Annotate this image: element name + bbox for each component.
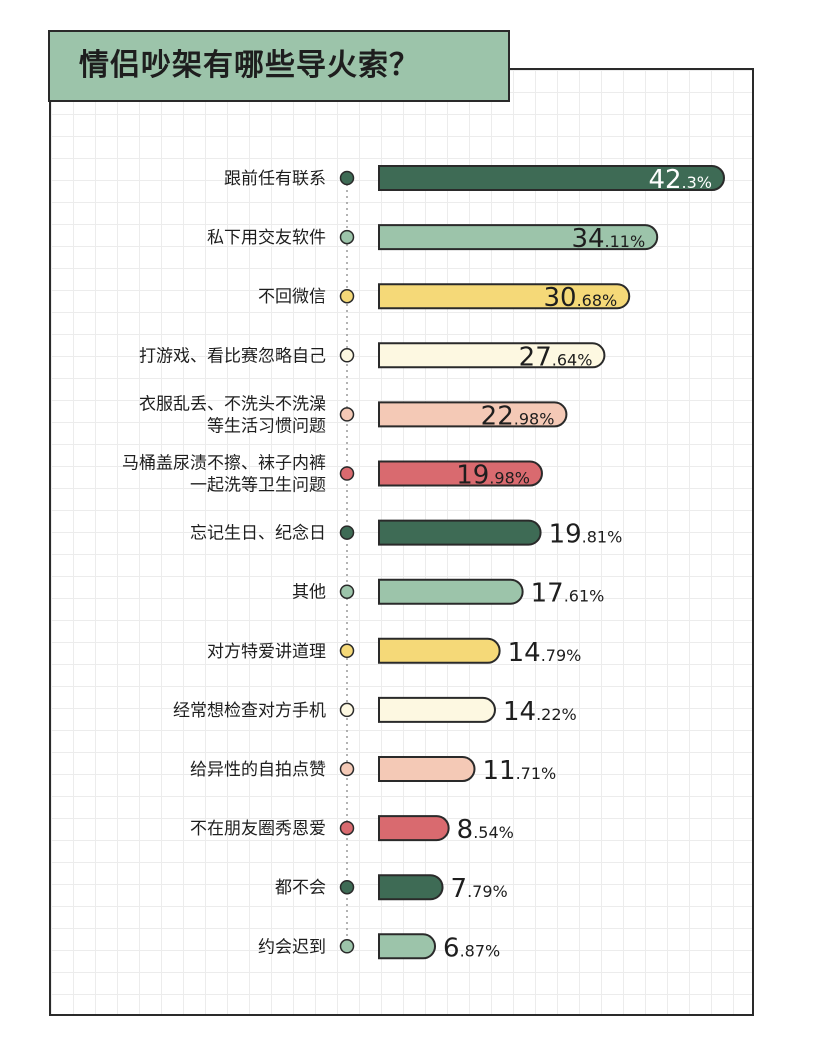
marker-dot (339, 702, 355, 718)
bar (378, 637, 501, 664)
category-label: 不回微信 (258, 287, 326, 307)
value-integer: 8 (457, 815, 474, 845)
category-label: 忘记生日、纪念日 (190, 523, 326, 544)
category-label: 不在朋友圈秀恩爱 (190, 819, 326, 839)
value-decimal: .3% (682, 173, 712, 192)
marker-dot (339, 761, 355, 777)
marker-dot (339, 170, 355, 186)
value-integer: 14 (503, 697, 536, 727)
value-integer: 22 (481, 401, 514, 431)
marker-dot (339, 525, 355, 540)
marker-dot (339, 407, 355, 422)
marker-dot (339, 466, 355, 481)
value-integer: 7 (451, 874, 468, 904)
chart-title: 情侣吵架有哪些导火索？ (79, 48, 420, 83)
bar (378, 401, 568, 428)
category-label: 对方特爱讲道理 (207, 642, 326, 662)
category-label-line: 一起洗等卫生问题 (190, 476, 326, 496)
category-label: 衣服乱丢、不洗头不洗澡等生活习惯问题 (139, 394, 326, 436)
bar (378, 933, 437, 960)
value-label: 19.81% (549, 520, 623, 550)
value-decimal: .54% (473, 823, 514, 842)
value-label: 17.61% (531, 579, 605, 609)
value-label: 11.71% (483, 756, 557, 786)
value-label: 34.11% (571, 224, 645, 254)
value-integer: 34 (571, 224, 604, 254)
category-label: 私下用交友软件 (207, 228, 326, 248)
bar (378, 578, 524, 605)
value-decimal: .22% (536, 705, 577, 724)
category-label: 约会迟到 (258, 937, 326, 957)
category-label: 经常想检查对方手机 (173, 701, 326, 721)
marker-dot (339, 229, 355, 245)
value-label: 42.3% (648, 165, 712, 195)
value-label: 14.79% (508, 638, 582, 668)
category-label-line: 衣服乱丢、不洗头不洗澡 (139, 394, 326, 414)
value-decimal: .64% (552, 350, 593, 369)
value-decimal: .11% (605, 232, 646, 251)
bar (378, 283, 631, 310)
value-integer: 19 (456, 461, 489, 491)
value-decimal: .79% (467, 882, 508, 901)
value-label: 6.87% (443, 933, 500, 963)
value-decimal: .61% (564, 587, 605, 606)
value-integer: 6 (443, 933, 460, 963)
value-integer: 27 (519, 342, 552, 372)
value-integer: 19 (549, 520, 582, 550)
value-integer: 17 (531, 579, 564, 609)
value-label: 27.64% (519, 342, 593, 372)
bar (378, 815, 450, 842)
marker-dot (339, 643, 355, 659)
bar (378, 756, 476, 782)
marker-dot (339, 939, 355, 954)
category-label-line: 等生活习惯问题 (207, 416, 326, 436)
value-decimal: .98% (489, 469, 530, 488)
value-integer: 42 (648, 165, 681, 195)
value-decimal: .81% (582, 528, 623, 547)
bar (378, 165, 725, 191)
value-integer: 30 (543, 283, 576, 313)
marker-dot (339, 584, 355, 599)
category-label: 跟前任有联系 (224, 169, 326, 189)
bar (378, 460, 543, 487)
value-label: 8.54% (457, 815, 514, 845)
value-integer: 14 (508, 638, 541, 668)
bar (378, 519, 542, 546)
bar (378, 224, 659, 251)
marker-dot (339, 879, 355, 895)
category-label: 都不会 (275, 878, 326, 898)
title-box: 情侣吵架有哪些导火索？ (48, 30, 510, 102)
marker-dot (339, 820, 355, 836)
value-label: 30.68% (543, 283, 617, 313)
category-label: 其他 (292, 583, 326, 603)
value-label: 19.98% (456, 461, 530, 491)
bar (378, 696, 496, 723)
bar (378, 874, 444, 901)
value-decimal: .68% (577, 291, 618, 310)
value-label: 14.22% (503, 697, 577, 727)
category-label: 打游戏、看比赛忽略自己 (139, 345, 326, 366)
category-label: 给异性的自拍点赞 (190, 760, 326, 780)
value-label: 7.79% (451, 874, 508, 904)
value-decimal: .98% (514, 409, 555, 428)
value-decimal: .87% (460, 941, 501, 960)
category-label: 马桶盖尿渍不擦、袜子内裤一起洗等卫生问题 (122, 454, 326, 496)
marker-dot (339, 288, 355, 304)
value-decimal: .79% (541, 646, 582, 665)
marker-dot (339, 348, 355, 363)
bar (378, 342, 606, 369)
category-label-line: 马桶盖尿渍不擦、袜子内裤 (122, 454, 326, 474)
value-integer: 11 (483, 756, 516, 786)
value-decimal: .71% (516, 764, 557, 783)
value-label: 22.98% (481, 401, 555, 431)
